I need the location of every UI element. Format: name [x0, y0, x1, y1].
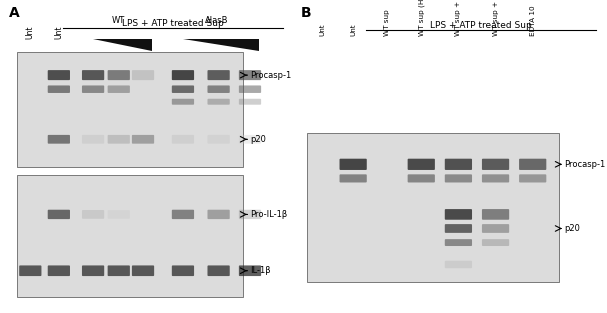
- FancyBboxPatch shape: [18, 52, 243, 167]
- Text: WT sup + EDTA 1: WT sup + EDTA 1: [455, 0, 461, 36]
- FancyBboxPatch shape: [48, 135, 70, 144]
- Text: Unt: Unt: [55, 26, 63, 39]
- FancyBboxPatch shape: [48, 85, 70, 93]
- Text: IL-1β: IL-1β: [250, 266, 271, 275]
- FancyBboxPatch shape: [208, 210, 229, 219]
- FancyBboxPatch shape: [408, 174, 435, 182]
- Text: Procasp-1: Procasp-1: [250, 71, 291, 80]
- FancyBboxPatch shape: [239, 70, 261, 80]
- FancyBboxPatch shape: [482, 174, 509, 182]
- Text: Unt: Unt: [350, 23, 356, 36]
- Text: WT sup: WT sup: [384, 9, 390, 36]
- FancyBboxPatch shape: [19, 265, 41, 276]
- FancyBboxPatch shape: [239, 99, 261, 105]
- FancyBboxPatch shape: [408, 159, 435, 170]
- FancyBboxPatch shape: [82, 210, 104, 219]
- FancyBboxPatch shape: [172, 99, 194, 105]
- FancyBboxPatch shape: [107, 265, 130, 276]
- Text: EDTA 10: EDTA 10: [530, 5, 536, 36]
- FancyBboxPatch shape: [445, 261, 472, 268]
- FancyBboxPatch shape: [482, 209, 509, 220]
- FancyBboxPatch shape: [107, 70, 130, 80]
- FancyBboxPatch shape: [482, 224, 509, 233]
- FancyBboxPatch shape: [519, 159, 546, 170]
- Polygon shape: [93, 39, 152, 51]
- FancyBboxPatch shape: [208, 70, 229, 80]
- FancyBboxPatch shape: [172, 265, 194, 276]
- FancyBboxPatch shape: [445, 239, 472, 246]
- FancyBboxPatch shape: [82, 70, 104, 80]
- Text: p20: p20: [565, 224, 580, 233]
- Polygon shape: [183, 39, 259, 51]
- Text: LPS + ATP treated Sup: LPS + ATP treated Sup: [430, 21, 532, 30]
- Text: p20: p20: [250, 135, 266, 144]
- FancyBboxPatch shape: [445, 224, 472, 233]
- FancyBboxPatch shape: [132, 265, 154, 276]
- FancyBboxPatch shape: [445, 174, 472, 182]
- FancyBboxPatch shape: [82, 85, 104, 93]
- FancyBboxPatch shape: [48, 265, 70, 276]
- FancyBboxPatch shape: [239, 135, 261, 144]
- FancyBboxPatch shape: [48, 70, 70, 80]
- Text: Unt: Unt: [26, 26, 35, 39]
- FancyBboxPatch shape: [239, 210, 261, 219]
- FancyBboxPatch shape: [82, 135, 104, 144]
- FancyBboxPatch shape: [132, 70, 154, 80]
- FancyBboxPatch shape: [18, 175, 243, 297]
- FancyBboxPatch shape: [172, 210, 194, 219]
- FancyBboxPatch shape: [208, 135, 229, 144]
- Text: LPS + ATP treated Sup: LPS + ATP treated Sup: [122, 19, 224, 28]
- FancyBboxPatch shape: [339, 159, 367, 170]
- FancyBboxPatch shape: [172, 135, 194, 144]
- FancyBboxPatch shape: [445, 209, 472, 220]
- FancyBboxPatch shape: [107, 85, 130, 93]
- FancyBboxPatch shape: [172, 85, 194, 93]
- FancyBboxPatch shape: [239, 265, 261, 276]
- Text: WT: WT: [112, 16, 124, 25]
- FancyBboxPatch shape: [519, 174, 546, 182]
- FancyBboxPatch shape: [339, 174, 367, 182]
- FancyBboxPatch shape: [107, 135, 130, 144]
- Text: A: A: [9, 6, 19, 20]
- FancyBboxPatch shape: [307, 133, 559, 282]
- FancyBboxPatch shape: [208, 265, 229, 276]
- Text: Pro-IL-1β: Pro-IL-1β: [250, 210, 287, 219]
- Text: WT sup (HI): WT sup (HI): [418, 0, 424, 36]
- FancyBboxPatch shape: [208, 85, 229, 93]
- FancyBboxPatch shape: [172, 70, 194, 80]
- Text: Procasp-1: Procasp-1: [565, 160, 606, 169]
- FancyBboxPatch shape: [208, 99, 229, 105]
- FancyBboxPatch shape: [482, 239, 509, 246]
- FancyBboxPatch shape: [107, 210, 130, 219]
- FancyBboxPatch shape: [132, 135, 154, 144]
- FancyBboxPatch shape: [48, 210, 70, 219]
- FancyBboxPatch shape: [482, 159, 509, 170]
- FancyBboxPatch shape: [445, 159, 472, 170]
- FancyBboxPatch shape: [82, 265, 104, 276]
- FancyBboxPatch shape: [239, 85, 261, 93]
- Text: B: B: [300, 6, 311, 20]
- Text: Unt: Unt: [319, 23, 325, 36]
- Text: WT sup + EDTA 10: WT sup + EDTA 10: [492, 0, 498, 36]
- Text: ΔlasB: ΔlasB: [205, 16, 228, 25]
